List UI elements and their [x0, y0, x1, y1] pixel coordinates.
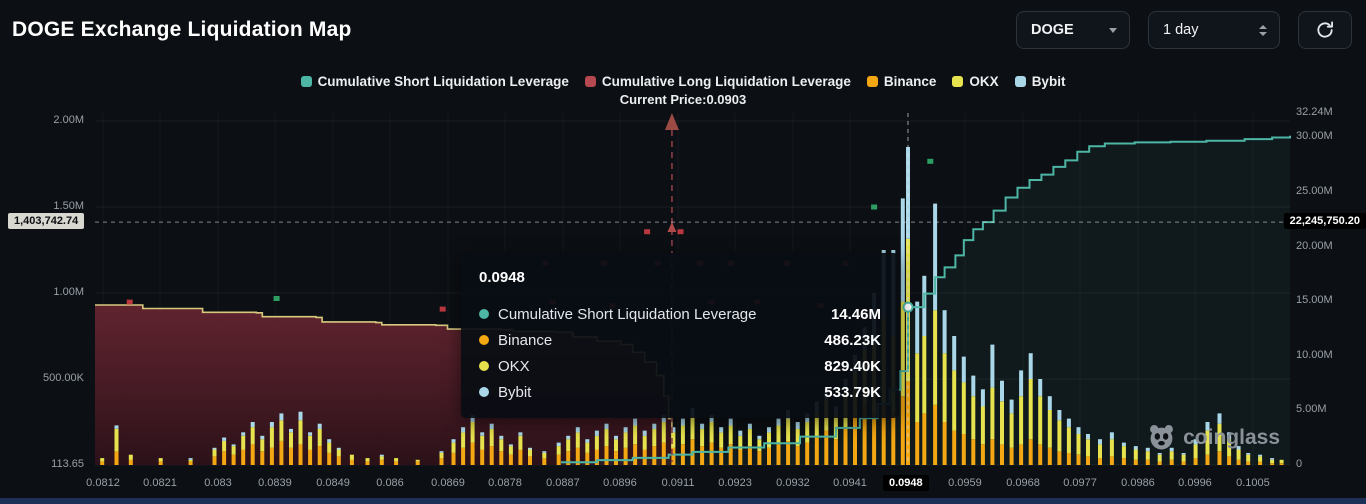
y-axis-right-label: 0 — [1296, 458, 1303, 470]
series-dot-teal — [479, 309, 489, 319]
x-axis-label: 0.0941 — [833, 477, 867, 489]
x-axis-label: 0.0896 — [603, 477, 637, 489]
stepper-icons — [1259, 24, 1267, 36]
x-axis-label: 0.083 — [204, 477, 232, 489]
page-title: DOGE Exchange Liquidation Map — [12, 18, 352, 41]
legend: Cumulative Short Liquidation Leverage Cu… — [0, 74, 1366, 107]
series-dot-orange — [479, 335, 489, 345]
y-axis-left-label: 1.50M — [53, 200, 84, 212]
x-axis-label: 0.0839 — [258, 477, 292, 489]
x-axis-label: 0.0821 — [143, 477, 177, 489]
coinglass-panda-icon — [1150, 425, 1174, 450]
hover-marker-dot — [902, 301, 914, 313]
chevron-up-icon — [1259, 24, 1267, 29]
tooltip-row-value: 14.46M — [830, 305, 881, 323]
legend-item-cumulative-short[interactable]: Cumulative Short Liquidation Leverage — [300, 74, 569, 89]
legend-swatch-red — [584, 76, 596, 87]
legend-label: Cumulative Long Liquidation Leverage — [601, 74, 851, 89]
tooltip-row-label: Bybit — [498, 383, 532, 401]
chevron-down-icon — [1109, 27, 1117, 33]
series-dot-yellow — [479, 361, 489, 371]
tooltip-row-value: 533.79K — [824, 383, 881, 401]
refresh-button[interactable] — [1298, 11, 1352, 49]
legend-swatch-teal — [300, 76, 312, 87]
legend-label: Bybit — [1031, 74, 1066, 89]
y-axis-left-label: 1.00M — [53, 286, 84, 298]
x-axis-label: 0.0878 — [488, 477, 522, 489]
legend-label: Binance — [883, 74, 937, 89]
tooltip-row-bybit: Bybit 533.79K — [479, 379, 881, 405]
y-axis-right-label: 32.24M — [1296, 106, 1333, 118]
coin-select-value: DOGE — [1031, 22, 1074, 38]
legend-item-bybit[interactable]: Bybit — [1014, 74, 1066, 89]
tooltip: 0.0948 Cumulative Short Liquidation Leve… — [461, 253, 899, 418]
current-price-label: Current Price:0.0903 — [619, 92, 747, 107]
x-axis-label: 0.0996 — [1178, 477, 1212, 489]
tooltip-title: 0.0948 — [479, 269, 525, 286]
y-axis-left-label: 500.00K — [43, 372, 84, 384]
right-axis-badge: 22,245,750.20 — [1283, 213, 1366, 230]
legend-item-cumulative-long[interactable]: Cumulative Long Liquidation Leverage — [584, 74, 851, 89]
legend-item-binance[interactable]: Binance — [866, 74, 937, 89]
x-axis-label: 0.1005 — [1236, 477, 1270, 489]
tooltip-row-okx: OKX 829.40K — [479, 353, 881, 379]
x-axis-label: 0.0977 — [1063, 477, 1097, 489]
x-axis-label: 0.0869 — [431, 477, 465, 489]
range-select-value: 1 day — [1163, 22, 1199, 38]
x-axis-label: 0.0923 — [718, 477, 752, 489]
x-axis-label: 0.086 — [376, 477, 404, 489]
left-axis-badge: 1,403,742.74 — [8, 213, 85, 230]
bottom-scrollbar[interactable] — [0, 498, 1366, 504]
x-axis-label: 0.0968 — [1006, 477, 1040, 489]
y-axis-right-label: 10.00M — [1296, 348, 1333, 361]
y-axis-right-label: 20.00M — [1296, 239, 1333, 252]
legend-row: Cumulative Short Liquidation Leverage Cu… — [300, 74, 1066, 89]
legend-swatch-orange — [866, 76, 878, 87]
x-axis-label: 0.0959 — [948, 477, 982, 489]
coinglass-text: coinglass — [1183, 425, 1280, 449]
legend-label: OKX — [969, 74, 999, 89]
chevron-down-icon — [1259, 31, 1267, 36]
tooltip-row-binance: Binance 486.23K — [479, 327, 881, 353]
refresh-icon — [1317, 21, 1333, 38]
range-select[interactable]: 1 day — [1148, 11, 1280, 49]
x-axis-crosshair-badge: 0.0948 — [882, 475, 929, 491]
x-axis-label: 0.0812 — [86, 477, 120, 489]
x-axis-label: 0.0849 — [316, 477, 350, 489]
y-axis-right-label: 25.00M — [1296, 185, 1333, 198]
y-axis-left-label: 113.65 — [51, 458, 84, 470]
legend-label: Cumulative Short Liquidation Leverage — [317, 74, 569, 89]
tooltip-row-label: Binance — [498, 331, 553, 349]
y-axis-left-label: 2.00M — [53, 114, 84, 126]
tooltip-row-value: 486.23K — [824, 331, 881, 349]
x-axis-label: 0.0986 — [1121, 477, 1155, 489]
x-axis-label: 0.0887 — [546, 477, 580, 489]
legend-swatch-lightblue — [1014, 76, 1026, 87]
series-dot-lightblue — [479, 387, 489, 397]
watermark: coinglass — [1148, 424, 1280, 451]
tooltip-row-label: OKX — [498, 357, 530, 375]
tooltip-row-label: Cumulative Short Liquidation Leverage — [498, 305, 757, 323]
x-axis-label: 0.0911 — [661, 477, 695, 489]
tooltip-row-short: Cumulative Short Liquidation Leverage 14… — [479, 301, 881, 327]
tooltip-row-value: 829.40K — [824, 357, 881, 375]
header-controls: DOGE 1 day — [1016, 11, 1352, 49]
y-axis-right-label: 5.00M — [1296, 403, 1327, 416]
coin-select[interactable]: DOGE — [1016, 11, 1130, 49]
y-axis-right-label: 30.00M — [1296, 130, 1333, 143]
crosshair — [95, 113, 1290, 465]
header: DOGE Exchange Liquidation Map DOGE 1 day — [0, 0, 1366, 60]
x-axis-label: 0.0932 — [776, 477, 810, 489]
legend-item-okx[interactable]: OKX — [952, 74, 999, 89]
cumulative-short-line — [561, 135, 1291, 464]
y-axis-right-label: 15.00M — [1296, 294, 1333, 307]
legend-swatch-yellow — [952, 76, 964, 87]
